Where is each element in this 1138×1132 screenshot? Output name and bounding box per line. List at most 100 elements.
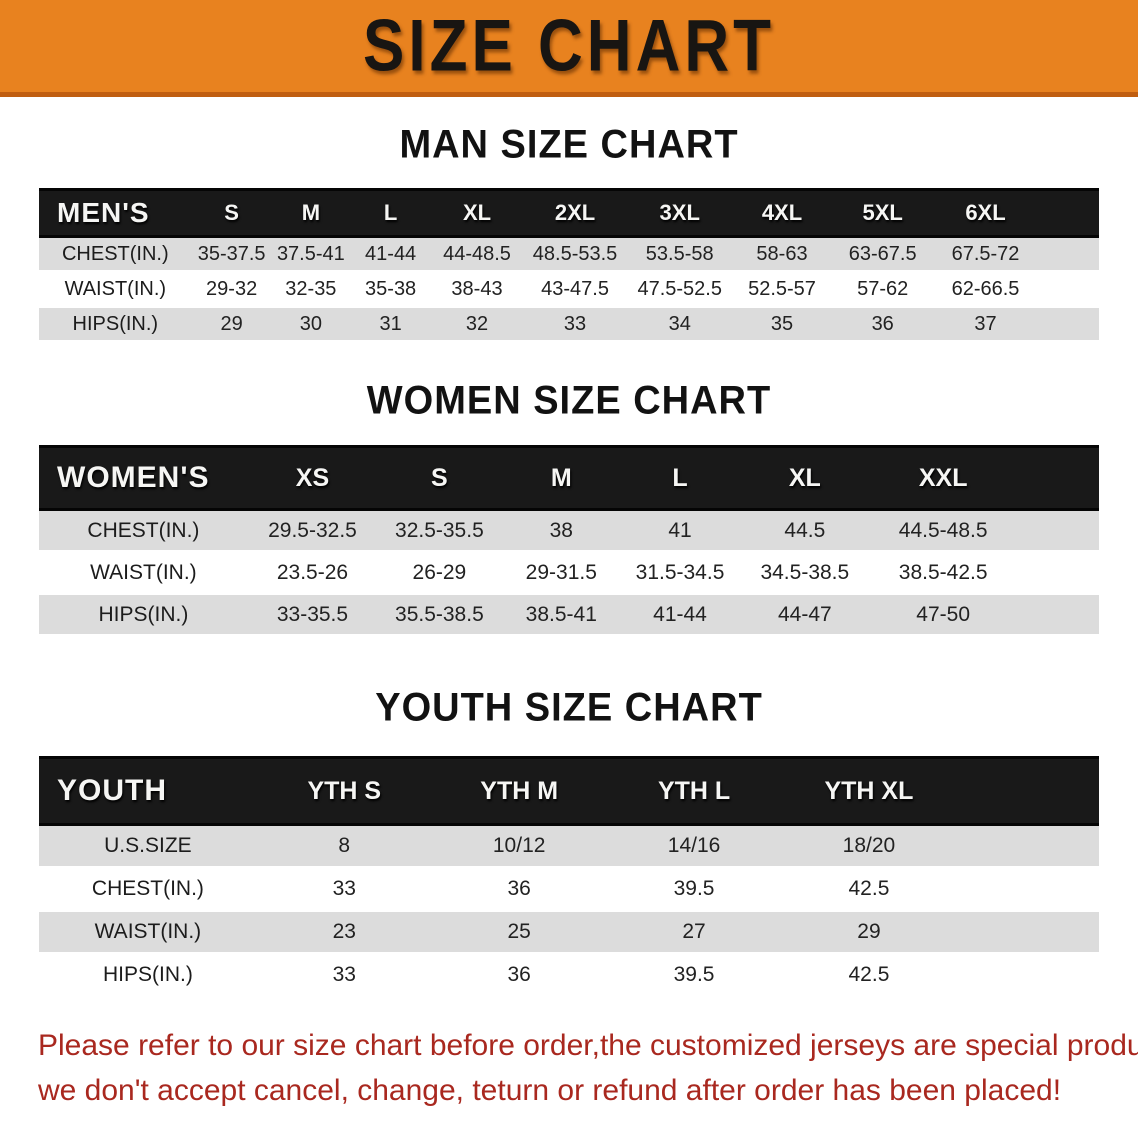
row-filler-cell xyxy=(956,824,1099,869)
size-column-header: S xyxy=(191,188,272,238)
size-value-cell: 37 xyxy=(933,306,1038,343)
footer-note: Please refer to our size chart before or… xyxy=(0,1023,1138,1113)
size-value-cell: 26-29 xyxy=(377,551,502,595)
size-value-cell: 36 xyxy=(831,306,934,343)
size-column-header: M xyxy=(271,188,351,238)
size-value-cell: 32.5-35.5 xyxy=(377,509,502,553)
size-value-cell: 14/16 xyxy=(606,824,782,869)
row-filler-cell xyxy=(1037,271,1099,308)
size-value-cell: 29 xyxy=(191,306,272,343)
size-value-cell: 44-47 xyxy=(739,593,871,637)
size-value-cell: 53.5-58 xyxy=(627,236,733,273)
row-filler-cell xyxy=(1015,509,1099,553)
size-value-cell: 63-67.5 xyxy=(831,236,934,273)
measurement-row-label: CHEST(IN.) xyxy=(39,509,248,553)
size-value-cell: 41 xyxy=(620,509,740,553)
women-size-table-wrap: WOMEN'S XS S M L XL XXL CHEST(IN.) 29.5-32.5 32.5… xyxy=(39,445,1099,637)
size-value-cell: 58-63 xyxy=(732,236,832,273)
size-value-cell: 48.5-53.5 xyxy=(522,236,628,273)
size-value-cell: 33 xyxy=(256,867,432,912)
size-value-cell: 36 xyxy=(431,867,607,912)
table-row: WAIST(IN.) 23 25 27 29 xyxy=(39,910,1099,955)
size-value-cell: 10/12 xyxy=(431,824,607,869)
row-filler-cell xyxy=(956,867,1099,912)
size-value-cell: 42.5 xyxy=(781,953,957,998)
size-value-cell: 35 xyxy=(732,306,832,343)
size-value-cell: 47-50 xyxy=(870,593,1016,637)
table-corner-label: YOUTH xyxy=(39,756,257,826)
size-value-cell: 38-43 xyxy=(431,271,523,308)
footer-note-line-1: Please refer to our size chart before or… xyxy=(38,1029,1138,1062)
size-value-cell: 35.5-38.5 xyxy=(377,593,502,637)
youth-size-table: YOUTH YTH S YTH M YTH L YTH XL U.S.SIZE 8 10/12… xyxy=(39,756,1099,998)
youth-section-title: YOUTH SIZE CHART xyxy=(375,685,763,731)
size-value-cell: 62-66.5 xyxy=(933,271,1038,308)
table-row: U.S.SIZE 8 10/12 14/16 18/20 xyxy=(39,824,1099,869)
size-value-cell: 41-44 xyxy=(620,593,740,637)
size-value-cell: 42.5 xyxy=(781,867,957,912)
size-column-header: 4XL xyxy=(732,188,832,238)
size-value-cell: 44-48.5 xyxy=(431,236,523,273)
size-table-header-row: YOUTH YTH S YTH M YTH L YTH XL xyxy=(39,756,1099,826)
men-size-table: MEN'S S M L XL 2XL 3XL 4XL 5XL 6XL CHEST(IN.) 35-37… xyxy=(39,188,1099,343)
size-column-header: YTH S xyxy=(256,756,432,826)
size-value-cell: 29.5-32.5 xyxy=(247,509,378,553)
measurement-row-label: CHEST(IN.) xyxy=(39,236,192,273)
table-corner-label: MEN'S xyxy=(39,188,192,238)
table-row: CHEST(IN.) 33 36 39.5 42.5 xyxy=(39,867,1099,912)
header-filler-cell xyxy=(1037,188,1099,238)
size-column-header: L xyxy=(350,188,432,238)
size-value-cell: 23 xyxy=(256,910,432,955)
measurement-row-label: HIPS(IN.) xyxy=(39,306,192,343)
size-value-cell: 52.5-57 xyxy=(732,271,832,308)
row-filler-cell xyxy=(1037,236,1099,273)
size-column-header: XXL xyxy=(870,445,1016,511)
size-value-cell: 33 xyxy=(256,953,432,998)
size-column-header: XS xyxy=(247,445,378,511)
row-filler-cell xyxy=(956,910,1099,955)
size-value-cell: 25 xyxy=(431,910,607,955)
size-value-cell: 47.5-52.5 xyxy=(627,271,733,308)
size-value-cell: 38 xyxy=(501,509,621,553)
table-row: HIPS(IN.) 33 36 39.5 42.5 xyxy=(39,953,1099,998)
size-table-header-row: WOMEN'S XS S M L XL XXL xyxy=(39,445,1099,511)
size-column-header: XL xyxy=(431,188,523,238)
size-value-cell: 29-32 xyxy=(191,271,272,308)
size-column-header: YTH XL xyxy=(781,756,957,826)
header-filler-cell xyxy=(956,756,1099,826)
measurement-row-label: HIPS(IN.) xyxy=(39,953,257,998)
table-row: HIPS(IN.) 33-35.5 35.5-38.5 38.5-41 41-44 44-… xyxy=(39,593,1099,637)
size-value-cell: 34 xyxy=(627,306,733,343)
size-value-cell: 39.5 xyxy=(606,867,782,912)
size-value-cell: 67.5-72 xyxy=(933,236,1038,273)
footer-note-line-2: we don't accept cancel, change, teturn o… xyxy=(38,1074,1062,1107)
size-column-header: S xyxy=(377,445,502,511)
women-section-title: WOMEN SIZE CHART xyxy=(366,378,772,424)
size-value-cell: 8 xyxy=(256,824,432,869)
size-value-cell: 33 xyxy=(522,306,628,343)
measurement-row-label: WAIST(IN.) xyxy=(39,271,192,308)
size-column-header: 5XL xyxy=(831,188,934,238)
size-value-cell: 44.5-48.5 xyxy=(870,509,1016,553)
size-column-header: 3XL xyxy=(627,188,733,238)
size-value-cell: 44.5 xyxy=(739,509,871,553)
size-value-cell: 18/20 xyxy=(781,824,957,869)
size-value-cell: 31.5-34.5 xyxy=(620,551,740,595)
size-value-cell: 36 xyxy=(431,953,607,998)
size-column-header: YTH M xyxy=(431,756,607,826)
row-filler-cell xyxy=(956,953,1099,998)
women-size-table: WOMEN'S XS S M L XL XXL CHEST(IN.) 29.5-32.5 32.5… xyxy=(39,445,1099,637)
size-column-header: 6XL xyxy=(933,188,1038,238)
size-value-cell: 33-35.5 xyxy=(247,593,378,637)
table-row: WAIST(IN.) 29-32 32-35 35-38 38-43 43-47.5 47.… xyxy=(39,271,1099,308)
size-value-cell: 31 xyxy=(350,306,432,343)
size-column-header: L xyxy=(620,445,740,511)
youth-size-table-wrap: YOUTH YTH S YTH M YTH L YTH XL U.S.SIZE 8 10/12… xyxy=(39,756,1099,998)
table-row: HIPS(IN.) 29 30 31 32 33 34 35 36 37 xyxy=(39,306,1099,343)
size-value-cell: 29-31.5 xyxy=(501,551,621,595)
size-value-cell: 32-35 xyxy=(271,271,351,308)
row-filler-cell xyxy=(1037,306,1099,343)
measurement-row-label: WAIST(IN.) xyxy=(39,551,248,595)
row-filler-cell xyxy=(1015,593,1099,637)
table-row: CHEST(IN.) 35-37.5 37.5-41 41-44 44-48.5 48.5… xyxy=(39,236,1099,273)
